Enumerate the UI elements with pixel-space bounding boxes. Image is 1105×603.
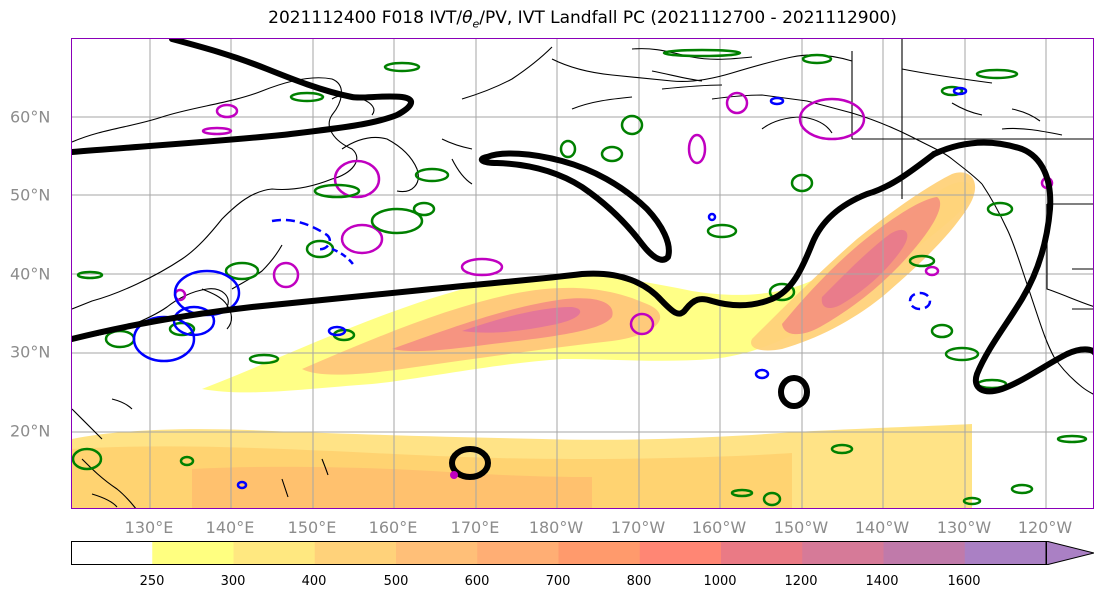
colorbar-segment-7: [639, 541, 722, 565]
title-suffix: /PV, IVT Landfall PC (2021112700 - 20211…: [479, 8, 897, 28]
pv-contours: [72, 48, 1088, 507]
landfall-pc-small-ring: [778, 375, 810, 409]
theta-e-marker: [450, 471, 458, 479]
lon-label-180w: 180°W: [528, 518, 584, 537]
colorbar-segment-4: [396, 541, 478, 565]
colorbar-tick-250: 250: [139, 574, 165, 589]
colorbar-tick-1200: 1200: [784, 574, 818, 589]
lon-label-140e: 140°E: [205, 518, 255, 537]
lat-label-30: 30°N: [10, 342, 51, 362]
ivt-ar-west-peak: [462, 307, 581, 333]
lat-label-60: 60°N: [10, 107, 51, 127]
colorbar-tick-1000: 1000: [703, 574, 737, 589]
lon-label-160w: 160°W: [691, 518, 747, 537]
ivt-ar-east-core: [821, 229, 908, 309]
landfall-pc-gulf: [478, 150, 672, 263]
lon-label-130e: 130°E: [124, 518, 174, 537]
lon-label-160e: 160°E: [368, 518, 418, 537]
colorbar-segment-0: [71, 541, 153, 565]
colorbar: [71, 540, 1095, 566]
colorbar-tick-300: 300: [220, 574, 246, 589]
colorbar-tick-500: 500: [383, 574, 409, 589]
colorbar-segment-8: [721, 541, 803, 565]
colorbar-tick-600: 600: [464, 574, 490, 589]
lon-label-170w: 170°W: [610, 518, 666, 537]
landfall-pc-tropical-ring: [449, 446, 491, 480]
title-theta: θ: [462, 8, 473, 28]
colorbar-extend-arrow: [1045, 540, 1095, 566]
colorbar-segment-1: [152, 541, 234, 565]
lon-label-120w: 120°W: [1017, 518, 1073, 537]
lat-label-40: 40°N: [10, 264, 51, 284]
map-panel[interactable]: [71, 38, 1094, 509]
colorbar-svg: [71, 540, 1095, 566]
colorbar-segment-2: [233, 541, 316, 565]
colorbar-segment-3: [314, 541, 397, 565]
map-canvas: [72, 39, 1093, 508]
lat-label-20: 20°N: [10, 421, 51, 441]
title-prefix: 2021112400 F018 IVT/: [268, 8, 463, 28]
ivt-fill-layer: [72, 172, 976, 508]
colorbar-segment-5: [477, 541, 559, 565]
colorbar-tick-400: 400: [301, 574, 327, 589]
lon-label-130w: 130°W: [936, 518, 992, 537]
colorbar-segment-9: [802, 541, 884, 565]
colorbar-segment-6: [558, 541, 641, 565]
landfall-pc-north: [72, 39, 414, 155]
colorbar-tick-1600: 1600: [947, 574, 981, 589]
colorbar-segment-11: [964, 541, 1047, 565]
map-title: 2021112400 F018 IVT/θe/PV, IVT Landfall …: [0, 8, 1105, 30]
colorbar-tick-1400: 1400: [865, 574, 899, 589]
lat-label-50: 50°N: [10, 185, 51, 205]
colorbar-tick-700: 700: [545, 574, 571, 589]
landfall-pc-contours: [72, 39, 1093, 480]
colorbar-tick-800: 800: [626, 574, 652, 589]
colorbar-outline: [71, 541, 1047, 565]
landfall-pc-east: [931, 139, 1093, 395]
lon-label-140w: 140°W: [854, 518, 910, 537]
lon-label-170e: 170°E: [450, 518, 500, 537]
theta-e-contours: [173, 91, 1054, 336]
colorbar-segment-10: [883, 541, 966, 565]
lon-label-150w: 150°W: [773, 518, 829, 537]
landfall-pc-main: [72, 151, 937, 342]
title-theta-sub: e: [472, 17, 480, 31]
lon-label-150e: 150°E: [287, 518, 337, 537]
ivt-band-tropical-core: [192, 466, 592, 508]
